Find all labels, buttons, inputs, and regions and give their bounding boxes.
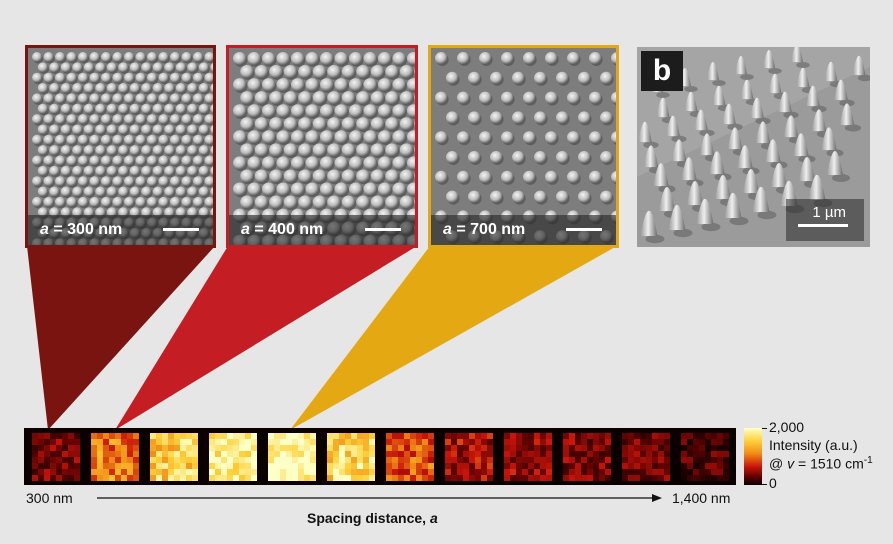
colorbar-min-label: 0 — [769, 475, 777, 491]
caption-300nm: a = 300 nm — [40, 221, 123, 238]
scale-bar — [566, 228, 602, 231]
axis-end-label: 1,400 nm — [672, 490, 731, 506]
wedge-400nm — [115, 246, 417, 430]
intensity-map-strip — [24, 428, 736, 485]
colorbar-tick-min — [762, 484, 767, 485]
caption-400nm: a = 400 nm — [241, 221, 324, 238]
intensity-map — [32, 433, 729, 481]
wedge-300nm — [27, 246, 215, 430]
colorbar-tick-max — [762, 428, 767, 429]
axis-title: Spacing distance, a — [307, 510, 438, 526]
colorbar-max-label: 2,000 — [769, 419, 805, 435]
caption-bar: a = 400 nm — [229, 215, 415, 245]
wedge-700nm — [290, 246, 617, 430]
colorbar — [744, 428, 762, 485]
axis-start-label: 300 nm — [26, 490, 73, 506]
sem-panel-300nm: a = 300 nm — [25, 45, 216, 248]
colorbar-title-line1: Intensity (a.u.) — [769, 437, 858, 453]
caption-700nm: a = 700 nm — [443, 221, 526, 238]
sem-inset-b: b 1 µm — [637, 47, 870, 247]
caption-bar: a = 300 nm — [28, 215, 213, 245]
scale-bar — [798, 224, 848, 227]
colorbar-title-line2: @ v = 1510 cm-1 — [769, 455, 873, 472]
scale-box: 1 µm — [786, 199, 864, 241]
scale-label: 1 µm — [812, 204, 846, 221]
panel-letter-b: b — [641, 51, 683, 91]
caption-bar: a = 700 nm — [431, 215, 616, 245]
sem-image-300nm — [28, 48, 213, 245]
sem-panel-400nm: a = 400 nm — [226, 45, 418, 248]
scale-bar — [365, 228, 401, 231]
sem-image-700nm — [431, 48, 616, 245]
sem-panel-700nm: a = 700 nm — [428, 45, 619, 248]
scale-bar — [163, 228, 199, 231]
